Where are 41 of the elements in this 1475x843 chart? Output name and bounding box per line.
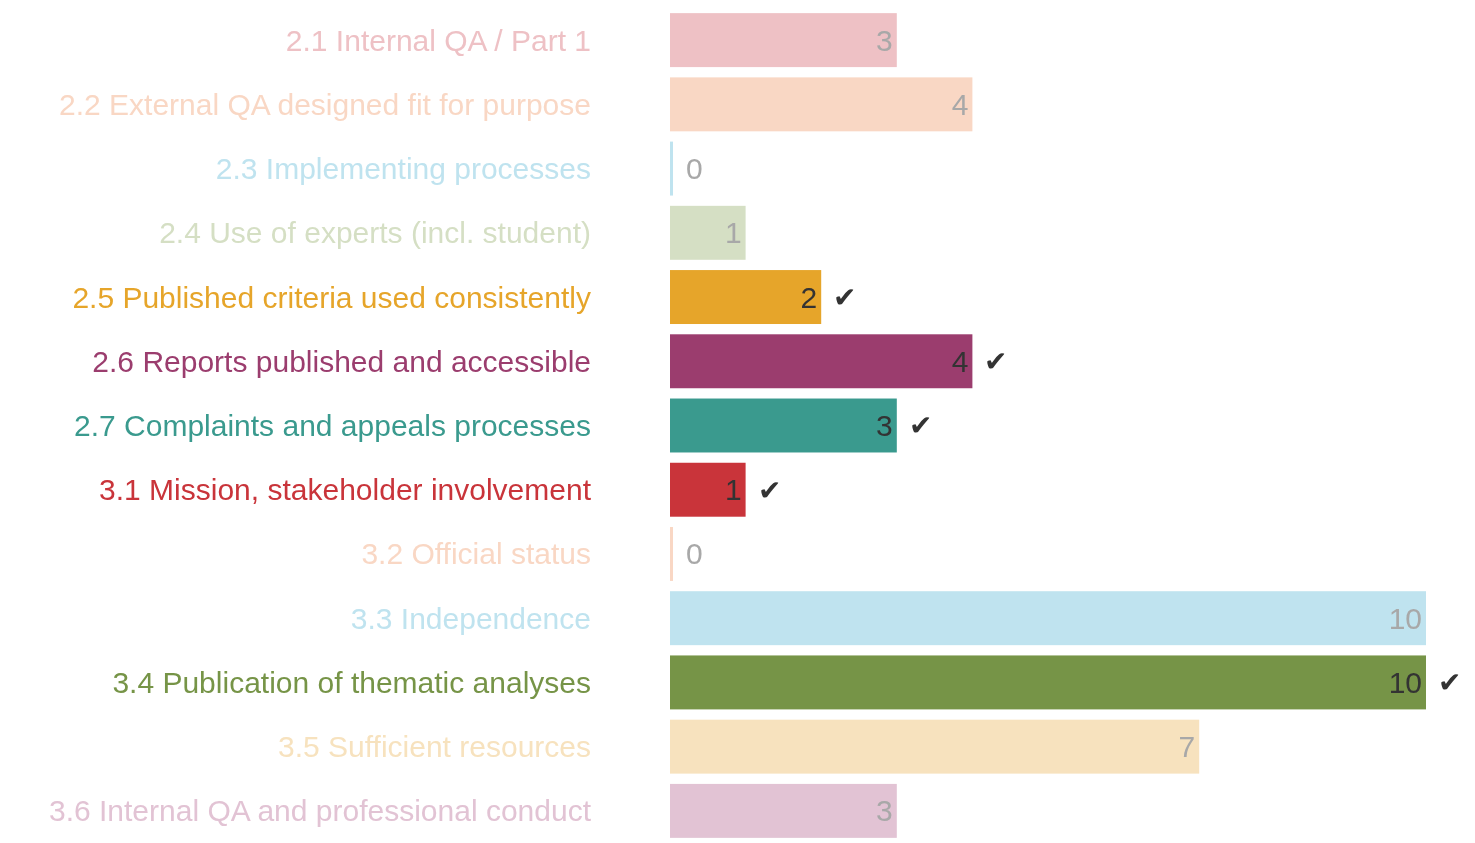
y-tick-label: 2.2 External QA designed fit for purpose xyxy=(59,87,591,121)
annotation: ✔ xyxy=(1438,667,1461,699)
bar xyxy=(670,13,897,68)
data-label: 7 xyxy=(1178,730,1196,764)
annotation: ✔ xyxy=(984,346,1008,378)
bar xyxy=(670,77,973,132)
data-label: 10 xyxy=(1388,601,1422,635)
data-label: 3 xyxy=(876,409,893,442)
annotation: ✔ xyxy=(908,410,932,442)
y-tick-label: 2.6 Reports published and accessible xyxy=(92,344,591,378)
y-tick-label: 3.1 Mission, stakeholder involvement xyxy=(99,473,592,507)
data-label: 4 xyxy=(951,344,969,378)
y-tick-label: 2.3 Implementing processes xyxy=(215,152,591,186)
data-label: 0 xyxy=(686,537,703,571)
bar xyxy=(670,591,1426,646)
data-label: 2 xyxy=(800,280,818,314)
bar xyxy=(670,205,746,260)
annotation: ✔ xyxy=(757,474,781,506)
bar xyxy=(670,334,973,389)
bar xyxy=(670,270,822,325)
bar xyxy=(670,783,897,838)
data-label: 4 xyxy=(951,87,969,121)
bar xyxy=(670,655,1426,710)
y-tick-label: 2.4 Use of experts (incl. student) xyxy=(159,216,591,250)
data-label: 3 xyxy=(876,23,893,57)
bar xyxy=(670,719,1200,774)
y-tick-label: 3.3 Independence xyxy=(350,601,591,635)
y-tick-label: 3.4 Publication of thematic analyses xyxy=(112,665,591,699)
y-tick-label: 2.7 Complaints and appeals processes xyxy=(74,409,591,442)
bar xyxy=(670,398,897,453)
y-tick-label: 3.6 Internal QA and professional conduct xyxy=(48,794,592,828)
data-label: 1 xyxy=(724,473,742,507)
y-tick-label: 2.1 Internal QA / Part 1 xyxy=(285,23,591,57)
bar xyxy=(670,462,746,517)
y-tick-label: 3.5 Sufficient resources xyxy=(278,730,591,764)
y-tick-label: 2.5 Published criteria used consistently xyxy=(72,280,591,314)
annotation: ✔ xyxy=(833,281,857,313)
data-label: 0 xyxy=(686,152,703,186)
data-label: 10 xyxy=(1388,665,1422,699)
y-tick-label: 3.2 Official status xyxy=(361,537,591,571)
data-label: 3 xyxy=(876,794,893,828)
